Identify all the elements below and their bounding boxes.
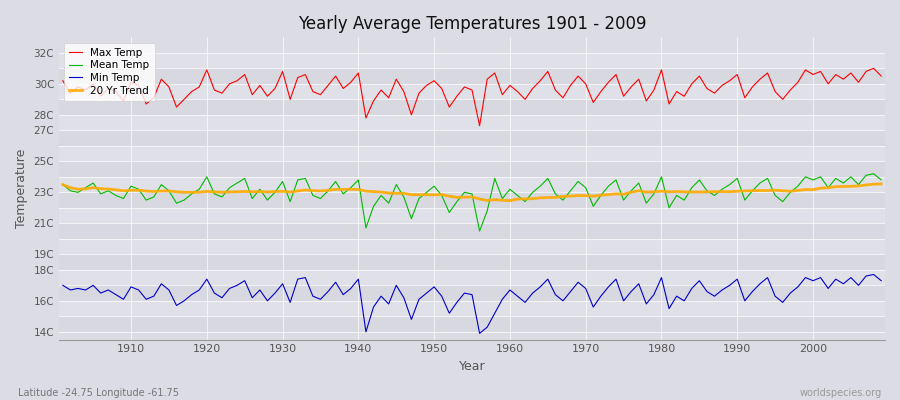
Legend: Max Temp, Mean Temp, Min Temp, 20 Yr Trend: Max Temp, Mean Temp, Min Temp, 20 Yr Tre… [64,42,155,101]
Min Temp [284,300,295,305]
20 Yr Trend [497,198,508,203]
20 Yr Trend [284,190,295,194]
Line: 20 Yr Trend: 20 Yr Trend [63,184,881,201]
Bar [59,316,885,332]
Bar [59,177,885,192]
Bar [59,161,885,177]
Bar [59,192,885,208]
Min Temp [330,280,341,285]
Line: Min Temp: Min Temp [63,274,881,333]
Bar [59,270,885,285]
Max Temp [505,83,516,88]
20 Yr Trend [603,192,614,197]
20 Yr Trend [876,182,886,186]
Min Temp [876,278,886,283]
Mean Temp [330,179,341,184]
Text: worldspecies.org: worldspecies.org [800,388,882,398]
Bar [59,254,885,270]
Mean Temp [118,196,129,201]
Bar [59,53,885,68]
Mean Temp [474,229,485,234]
Max Temp [474,123,485,128]
Mean Temp [868,171,879,176]
Min Temp [474,331,485,336]
Min Temp [118,297,129,302]
Mean Temp [505,187,516,192]
20 Yr Trend [512,197,523,202]
Bar [59,130,885,146]
Min Temp [58,283,68,288]
Bar [59,99,885,115]
Min Temp [512,294,523,298]
Min Temp [868,272,879,277]
Mean Temp [603,184,614,188]
Title: Yearly Average Temperatures 1901 - 2009: Yearly Average Temperatures 1901 - 2009 [298,15,646,33]
Mean Temp [876,178,886,182]
Text: Latitude -24.75 Longitude -61.75: Latitude -24.75 Longitude -61.75 [18,388,179,398]
Max Temp [118,98,129,103]
Bar [59,115,885,130]
Bar [59,239,885,254]
Line: Mean Temp: Mean Temp [63,174,881,231]
Y-axis label: Temperature: Temperature [15,149,28,228]
Mean Temp [512,193,523,198]
Bar [59,146,885,161]
20 Yr Trend [58,182,68,187]
Bar [59,285,885,301]
Min Temp [603,284,614,289]
20 Yr Trend [505,198,516,203]
Bar [59,208,885,223]
Max Temp [876,74,886,78]
Bar [59,223,885,239]
20 Yr Trend [118,188,129,193]
Max Temp [284,97,295,102]
Mean Temp [58,182,68,187]
Bar [59,68,885,84]
Max Temp [603,80,614,85]
Bar [59,84,885,99]
Max Temp [868,66,879,71]
Min Temp [505,288,516,292]
Line: Max Temp: Max Temp [63,68,881,126]
Mean Temp [284,199,295,204]
Max Temp [512,89,523,94]
Bar [59,301,885,316]
20 Yr Trend [330,187,341,192]
X-axis label: Year: Year [459,360,485,373]
Max Temp [58,78,68,83]
Max Temp [330,74,341,78]
